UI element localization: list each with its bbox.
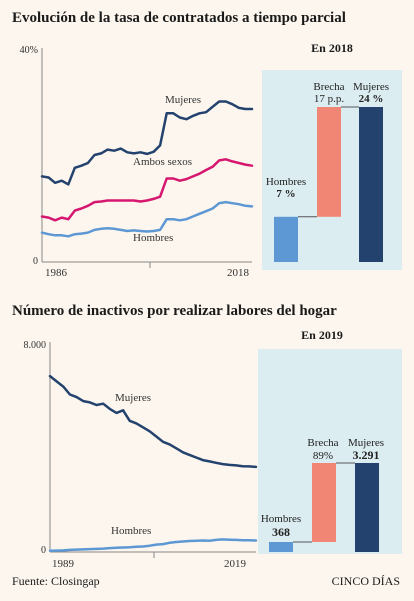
line-label-hombres: Hombres [133,232,173,244]
bar-hombres-2018 [274,216,298,262]
chart-title-bottom: Número de inactivos por realizar labores… [12,303,337,319]
top-ytick-max: 40% [20,45,38,56]
bottom-xtick-start: 1989 [52,558,75,570]
line-label-mujeres: Mujeres [165,94,201,106]
value-mujeres-2018: 24 % [359,93,384,105]
label-brecha-2019: Brecha [307,437,338,449]
bar-hombres-2019 [269,542,293,552]
top-line-chart: 40% 0 1986 2018 Mujeres Ambos sexos Homb… [20,45,254,279]
bar-mujeres-2019 [355,463,379,552]
bottom-ytick-zero: 0 [41,545,46,556]
bottom-line-chart: 8.000 0 1989 2019 Mujeres Hombres [24,340,258,570]
series-line-mujeres [40,100,254,186]
top-panel-title: En 2018 [311,41,353,55]
series-line-ambos-sexos [40,158,254,222]
value-mujeres-2019: 3.291 [353,448,380,462]
brand-credit: CINCO DÍAS [331,574,400,588]
value-hombres-2019: 368 [272,525,290,539]
value-brecha-2018: 17 p.p. [314,93,345,105]
label-mujeres-2019: Mujeres [348,437,384,449]
value-hombres-2018: 7 % [276,188,295,200]
bar-mujeres-2018 [359,107,383,262]
top-ytick-zero: 0 [33,256,38,267]
label-brecha-2018: Brecha [313,81,344,93]
series-line-hombres-inactivos [48,538,258,552]
bottom-ytick-max: 8.000 [24,340,47,351]
bottom-waterfall-panel: En 2019 Hombres 368 Brecha 89% Mujeres 3… [258,328,402,554]
label-mujeres-2018: Mujeres [353,81,389,93]
label-hombres-2019: Hombres [261,513,301,525]
top-waterfall-panel: En 2018 Hombres 7 % Brecha 17 p.p. Mujer… [262,41,402,270]
line-label-ambos-sexos: Ambos sexos [133,156,192,168]
source-note: Fuente: Closingap [12,574,100,588]
label-hombres-2018: Hombres [266,176,306,188]
line-label-mujeres-inactivos: Mujeres [115,392,151,404]
value-brecha-2019: 89% [313,450,333,462]
top-xtick-end: 2018 [227,267,250,279]
series-line-hombres [40,200,254,238]
series-line-mujeres-inactivos [48,374,258,469]
bar-brecha-2019 [312,463,336,542]
chart-title-top: Evolución de la tasa de contratados a ti… [12,10,346,26]
line-label-hombres-inactivos: Hombres [111,525,151,537]
bottom-panel-title: En 2019 [301,328,343,342]
bottom-xtick-end: 2019 [224,558,247,570]
top-xtick-start: 1986 [45,267,68,279]
bar-brecha-2018 [317,107,341,217]
